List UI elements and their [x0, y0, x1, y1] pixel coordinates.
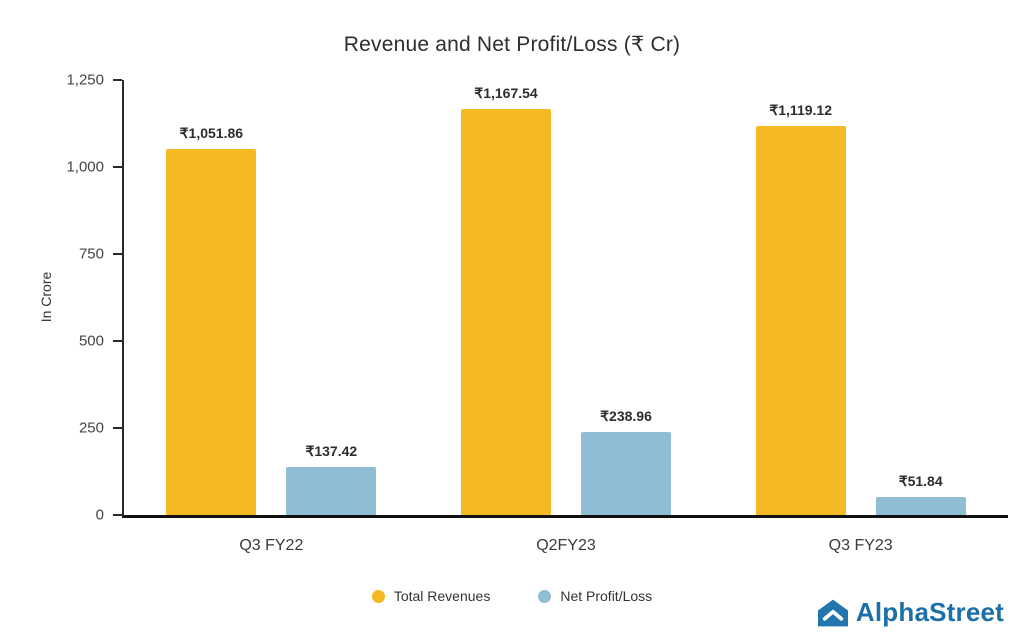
bar-column: ₹1,167.54 — [461, 80, 551, 515]
category-group: ₹1,119.12 ₹51.84 Q3 FY23 — [713, 80, 1008, 554]
category-group: ₹1,167.54 ₹238.96 Q2FY23 — [419, 80, 714, 554]
bar-net-profit-loss — [286, 467, 377, 515]
chart-title: Revenue and Net Profit/Loss (₹ Cr) — [343, 33, 681, 56]
y-axis-tick-mark — [113, 514, 122, 516]
y-axis-tick-label: 750 — [78, 245, 104, 263]
y-axis-tick-mark — [113, 79, 122, 81]
alphastreet-chevron-icon — [817, 599, 848, 626]
x-axis-category-label: Q3 FY23 — [828, 537, 893, 554]
legend-label-revenue: Total Revenues — [393, 588, 491, 604]
bar-value-label: ₹51.84 — [898, 472, 943, 489]
bar-plot: ₹1,051.86 ₹137.42 Q3 FY22 ₹1,167.54 ₹238.96 Q… — [124, 80, 1008, 554]
bar-total-revenues — [461, 108, 551, 515]
y-axis-tick-mark — [113, 340, 122, 342]
alphastreet-wordmark: AlphaStreet — [855, 597, 1004, 627]
legend-item-net-profit: Net Profit/Loss — [538, 588, 652, 604]
bar-pair: ₹1,051.86 ₹137.42 — [166, 80, 377, 515]
y-axis-tick-mark — [113, 253, 122, 255]
bar-pair: ₹1,167.54 ₹238.96 — [461, 80, 671, 515]
legend-item-total-revenues: Total Revenues — [371, 588, 491, 604]
plot-area: 0 250 500 750 1,000 1,250 ₹1,051.86 ₹137.42 Q3 … — [66, 72, 1008, 554]
bar-column: ₹137.42 — [286, 80, 377, 515]
bar-pair: ₹1,119.12 ₹51.84 — [755, 80, 966, 515]
alphastreet-logo: AlphaStreet — [817, 597, 1004, 628]
bar-net-profit-loss — [581, 431, 671, 515]
y-axis-tick-label: 1,000 — [66, 158, 104, 176]
bar-value-label: ₹137.42 — [305, 443, 358, 460]
bar-column: ₹51.84 — [875, 80, 966, 515]
y-axis-tick-label: 250 — [78, 419, 104, 437]
y-axis-tick-label: 500 — [78, 332, 104, 350]
y-axis-tick-label: 0 — [95, 506, 104, 524]
bar-net-profit-loss — [875, 496, 966, 515]
bar-column: ₹238.96 — [581, 80, 671, 515]
bar-total-revenues — [755, 125, 846, 515]
bar-value-label: ₹238.96 — [600, 407, 652, 424]
y-axis-tick-mark — [113, 166, 122, 168]
bar-column: ₹1,119.12 — [755, 80, 846, 515]
y-axis-title: In Crore — [38, 271, 54, 323]
legend-label-profit: Net Profit/Loss — [560, 588, 653, 604]
legend-swatch-revenue — [371, 589, 385, 603]
legend-swatch-profit — [538, 589, 552, 603]
category-group: ₹1,051.86 ₹137.42 Q3 FY22 — [124, 80, 419, 554]
y-axis-tick-mark — [113, 427, 122, 429]
bar-value-label: ₹1,051.86 — [179, 124, 244, 141]
bar-value-label: ₹1,167.54 — [474, 84, 538, 101]
y-axis-tick-label: 1,250 — [66, 71, 104, 89]
legend: Total Revenues Net Profit/Loss — [0, 588, 1024, 604]
x-axis-category-label: Q2FY23 — [536, 537, 596, 554]
x-axis-category-label: Q3 FY22 — [239, 537, 304, 554]
bar-value-label: ₹1,119.12 — [769, 101, 832, 118]
bar-column: ₹1,051.86 — [166, 80, 257, 515]
bar-total-revenues — [166, 148, 257, 515]
